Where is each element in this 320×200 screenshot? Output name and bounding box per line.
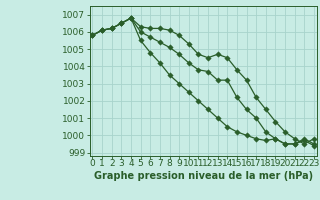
X-axis label: Graphe pression niveau de la mer (hPa): Graphe pression niveau de la mer (hPa) (94, 171, 313, 181)
